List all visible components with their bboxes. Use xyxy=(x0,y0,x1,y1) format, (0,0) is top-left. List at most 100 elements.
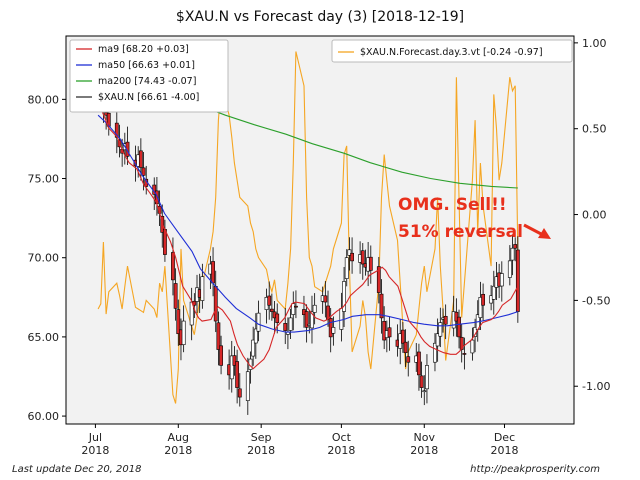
x-tick-label: Dec xyxy=(494,431,515,444)
candle-body xyxy=(200,276,205,301)
candle-body xyxy=(457,316,461,338)
x-axis-ticks: Jul2018Aug2018Sep2018Oct2018Nov2018Dec20… xyxy=(81,424,518,457)
candle-body xyxy=(513,244,518,249)
candle-body xyxy=(323,295,328,303)
candle-body xyxy=(499,273,504,287)
left-tick-label: 60.00 xyxy=(28,410,60,423)
candle-body xyxy=(331,327,336,334)
x-tick-label: 2018 xyxy=(490,444,518,457)
annotation-line-1: OMG. Sell!! xyxy=(398,195,507,215)
candle-body xyxy=(160,215,165,233)
candle-body xyxy=(491,285,496,300)
candle-body xyxy=(344,257,349,279)
legend-item-label: $XAU.N.Forecast.day.3.vt [-0.24 -0.97] xyxy=(360,47,543,58)
candle-body xyxy=(470,339,475,354)
legend-left: ma9 [68.20 +0.03] ma50 [66.63 +0.01] ma200… xyxy=(69,39,229,113)
candle-body xyxy=(438,322,443,337)
footer-last-update: Last update Dec 20, 2018 xyxy=(12,464,141,475)
candle-body xyxy=(387,327,392,338)
legend-right: $XAU.N.Forecast.day.3.vt [-0.24 -0.97] xyxy=(331,39,573,63)
candle-body xyxy=(181,320,186,345)
annotation: OMG. Sell!! 51% reversal xyxy=(398,195,551,242)
right-tick-label: 0.50 xyxy=(582,123,607,136)
candle-body xyxy=(310,311,314,329)
candle-body xyxy=(267,295,272,306)
candle-body xyxy=(462,353,467,355)
right-tick-label: -1.00 xyxy=(582,380,610,393)
legend-item-label: ma50 [66.63 +0.01] xyxy=(98,60,195,71)
candle-body xyxy=(360,250,365,265)
x-tick-label: Oct xyxy=(332,431,352,444)
candle-body xyxy=(275,313,280,323)
candle-body xyxy=(229,355,234,380)
candle-body xyxy=(419,375,424,388)
candle-body xyxy=(403,341,408,354)
x-tick-label: Jul xyxy=(88,431,102,444)
x-tick-label: 2018 xyxy=(164,444,192,457)
candle-body xyxy=(237,388,242,398)
candle-body xyxy=(350,252,354,262)
x-tick-label: Nov xyxy=(414,431,436,444)
x-tick-label: Sep xyxy=(251,431,272,444)
candle-body xyxy=(253,328,258,344)
candle-body xyxy=(422,390,427,393)
x-tick-label: 2018 xyxy=(410,444,438,457)
candle-body xyxy=(443,315,448,325)
candlestick-series xyxy=(96,69,520,415)
candle-body xyxy=(141,167,146,176)
candle-body xyxy=(459,336,464,350)
candle-body xyxy=(425,365,429,390)
candle-body xyxy=(291,303,296,315)
chart-title: $XAU.N vs Forecast day (3) [2018-12-19] xyxy=(176,9,464,25)
candle-body xyxy=(510,247,515,261)
right-axis-ticks: -1.00 -0.50 0.00 0.50 1.00 xyxy=(574,37,610,393)
candle-body xyxy=(288,317,293,331)
ma50-line xyxy=(97,114,519,333)
candle-body xyxy=(256,312,261,332)
candle-body xyxy=(171,252,175,281)
left-tick-label: 70.00 xyxy=(28,252,60,265)
ma9-line xyxy=(97,102,519,370)
annotation-line-2: 51% reversal xyxy=(398,222,523,242)
candle-body xyxy=(379,293,384,319)
candle-body xyxy=(435,333,440,347)
candle-body xyxy=(294,305,298,308)
right-tick-label: -0.50 xyxy=(582,294,610,307)
right-tick-label: 0.00 xyxy=(582,209,607,222)
candle-body xyxy=(232,355,237,366)
candle-body xyxy=(454,311,459,322)
candle-body xyxy=(481,293,485,306)
candle-body xyxy=(304,311,309,328)
candle-body xyxy=(376,266,381,293)
forecast-line xyxy=(97,51,519,404)
candle-body xyxy=(433,342,437,363)
candle-body xyxy=(235,361,240,388)
candle-body xyxy=(211,261,215,284)
candle-body xyxy=(507,260,512,278)
left-axis-ticks: 60.00 65.00 70.00 75.00 80.00 xyxy=(28,93,66,423)
legend-item-label: $XAU.N [66.61 -4.00] xyxy=(98,92,199,103)
x-tick-label: 2018 xyxy=(247,444,275,457)
candle-body xyxy=(347,249,352,256)
candle-body xyxy=(138,150,143,168)
candle-body xyxy=(406,356,411,363)
x-tick-label: 2018 xyxy=(81,444,109,457)
candle-body xyxy=(269,308,274,312)
candle-body xyxy=(173,283,178,309)
footer-url: http://peakprosperity.com xyxy=(470,464,600,475)
right-tick-label: 1.00 xyxy=(582,37,607,50)
left-tick-label: 75.00 xyxy=(28,173,60,186)
candle-body xyxy=(478,297,483,318)
left-tick-label: 65.00 xyxy=(28,331,60,344)
candle-body xyxy=(515,249,520,312)
legend-item-label: ma200 [74.43 -0.07] xyxy=(98,76,196,87)
candle-body xyxy=(283,323,288,331)
candle-body xyxy=(342,281,346,312)
candle-body xyxy=(251,339,256,357)
left-tick-label: 80.00 xyxy=(28,93,60,106)
candle-body xyxy=(312,304,317,313)
annotation-arrowhead-icon xyxy=(538,228,551,239)
candle-body xyxy=(213,286,218,322)
candle-body xyxy=(216,322,221,350)
candle-body xyxy=(176,309,181,335)
